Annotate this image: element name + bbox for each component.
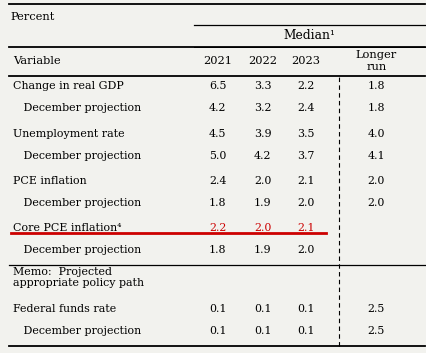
Text: 2.4: 2.4 <box>296 103 314 113</box>
Text: December projection: December projection <box>13 198 141 208</box>
Text: 1.9: 1.9 <box>253 245 271 255</box>
Text: December projection: December projection <box>13 103 141 113</box>
Text: 2023: 2023 <box>291 56 320 66</box>
Text: Memo:  Projected
appropriate policy path: Memo: Projected appropriate policy path <box>13 267 144 288</box>
Text: 3.3: 3.3 <box>253 82 271 91</box>
Text: 1.8: 1.8 <box>367 103 384 113</box>
Text: December projection: December projection <box>13 245 141 255</box>
Text: Longer
run: Longer run <box>355 50 396 72</box>
Text: 1.8: 1.8 <box>209 198 226 208</box>
Text: Percent: Percent <box>11 12 55 22</box>
Text: 3.2: 3.2 <box>253 103 271 113</box>
Text: Unemployment rate: Unemployment rate <box>13 129 124 139</box>
Text: 2.0: 2.0 <box>367 198 384 208</box>
Text: 5.0: 5.0 <box>209 151 226 161</box>
Text: 1.8: 1.8 <box>209 245 226 255</box>
Text: 0.1: 0.1 <box>209 304 226 314</box>
Text: 2.5: 2.5 <box>367 326 384 336</box>
Text: 2022: 2022 <box>248 56 276 66</box>
Text: 4.5: 4.5 <box>209 129 226 139</box>
Text: Median¹: Median¹ <box>283 29 335 42</box>
Text: 2.2: 2.2 <box>296 82 314 91</box>
Text: 0.1: 0.1 <box>253 326 271 336</box>
Text: Core PCE inflation⁴: Core PCE inflation⁴ <box>13 223 121 233</box>
Text: 2.0: 2.0 <box>253 176 271 186</box>
Text: 2021: 2021 <box>203 56 232 66</box>
Text: 0.1: 0.1 <box>296 326 314 336</box>
Text: 1.9: 1.9 <box>253 198 271 208</box>
Text: December projection: December projection <box>13 326 141 336</box>
Text: Federal funds rate: Federal funds rate <box>13 304 116 314</box>
Text: 3.5: 3.5 <box>296 129 314 139</box>
Text: 2.1: 2.1 <box>296 176 314 186</box>
Text: Variable: Variable <box>13 56 60 66</box>
Text: 4.1: 4.1 <box>367 151 384 161</box>
Text: 0.1: 0.1 <box>253 304 271 314</box>
Text: 6.5: 6.5 <box>209 82 226 91</box>
Text: Change in real GDP: Change in real GDP <box>13 82 123 91</box>
Text: 2.2: 2.2 <box>209 223 226 233</box>
Text: 3.7: 3.7 <box>296 151 314 161</box>
Text: 3.9: 3.9 <box>253 129 271 139</box>
Text: December projection: December projection <box>13 151 141 161</box>
Text: PCE inflation: PCE inflation <box>13 176 86 186</box>
Text: 4.2: 4.2 <box>209 103 226 113</box>
Text: 2.1: 2.1 <box>296 223 314 233</box>
Text: 2.0: 2.0 <box>296 245 314 255</box>
Text: 2.0: 2.0 <box>296 198 314 208</box>
Text: 0.1: 0.1 <box>296 304 314 314</box>
Text: 4.2: 4.2 <box>253 151 271 161</box>
Text: 1.8: 1.8 <box>367 82 384 91</box>
Text: 2.0: 2.0 <box>253 223 271 233</box>
Text: 2.5: 2.5 <box>367 304 384 314</box>
Text: 4.0: 4.0 <box>367 129 384 139</box>
Text: 0.1: 0.1 <box>209 326 226 336</box>
Text: 2.4: 2.4 <box>209 176 226 186</box>
Text: 2.0: 2.0 <box>367 176 384 186</box>
